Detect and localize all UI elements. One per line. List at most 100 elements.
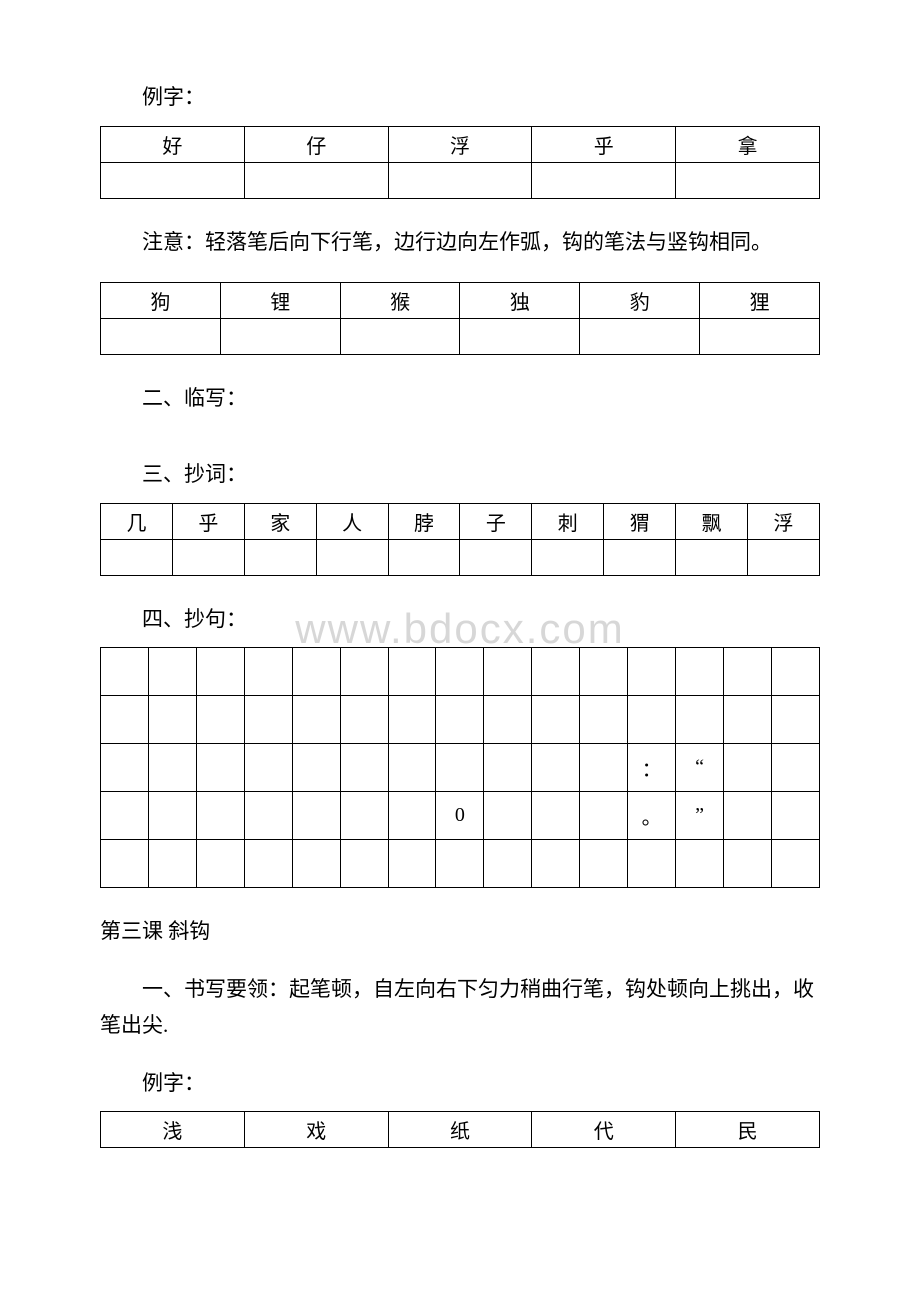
blank-cell	[340, 319, 460, 355]
blank-cell	[676, 539, 748, 575]
blank-cell	[220, 319, 340, 355]
grid-cell	[723, 744, 771, 792]
grid-cell	[148, 792, 196, 840]
cell: 代	[532, 1112, 676, 1148]
blank-cell	[676, 162, 820, 198]
grid-cell	[436, 744, 484, 792]
grid-cell	[723, 840, 771, 888]
grid-cell	[292, 744, 340, 792]
grid-cell	[723, 792, 771, 840]
copy-sentence-grid: ：“0。”	[100, 647, 820, 888]
blank-cell	[172, 539, 244, 575]
example-table-1: 好 仔 浮 乎 拿	[100, 126, 820, 199]
blank-cell	[101, 162, 245, 198]
grid-cell	[244, 696, 292, 744]
lizi-label-2: 例字：	[100, 1066, 820, 1102]
cell: 乎	[172, 503, 244, 539]
grid-cell	[196, 696, 244, 744]
grid-cell	[388, 648, 436, 696]
cell: 好	[101, 126, 245, 162]
cell: 仔	[244, 126, 388, 162]
cell: 几	[101, 503, 173, 539]
grid-cell	[723, 696, 771, 744]
grid-cell	[532, 792, 580, 840]
grid-cell	[484, 648, 532, 696]
grid-cell	[628, 648, 676, 696]
cell: 子	[460, 503, 532, 539]
blank-cell	[101, 539, 173, 575]
grid-cell	[244, 840, 292, 888]
blank-cell	[244, 162, 388, 198]
grid-cell	[340, 792, 388, 840]
grid-cell	[101, 744, 149, 792]
grid-cell	[532, 648, 580, 696]
grid-cell	[580, 744, 628, 792]
grid-cell	[101, 840, 149, 888]
cell: 狗	[101, 283, 221, 319]
grid-cell	[340, 648, 388, 696]
grid-cell	[580, 840, 628, 888]
grid-cell	[771, 744, 819, 792]
grid-cell	[196, 648, 244, 696]
grid-cell	[580, 648, 628, 696]
grid-cell	[532, 840, 580, 888]
grid-cell: ：	[628, 744, 676, 792]
blank-cell	[388, 162, 532, 198]
cell: 狸	[700, 283, 820, 319]
grid-cell	[628, 840, 676, 888]
blank-cell	[700, 319, 820, 355]
blank-cell	[748, 539, 820, 575]
cell: 浅	[101, 1112, 245, 1148]
cell: 飘	[676, 503, 748, 539]
cell: 浮	[748, 503, 820, 539]
grid-cell	[676, 696, 724, 744]
blank-cell	[101, 319, 221, 355]
grid-cell	[244, 792, 292, 840]
grid-cell	[484, 840, 532, 888]
cell: 刺	[532, 503, 604, 539]
grid-cell	[532, 744, 580, 792]
grid-cell	[436, 696, 484, 744]
grid-cell	[771, 840, 819, 888]
grid-cell	[292, 792, 340, 840]
grid-cell	[148, 696, 196, 744]
blank-cell	[604, 539, 676, 575]
grid-cell	[388, 696, 436, 744]
cell: 拿	[676, 126, 820, 162]
blank-cell	[316, 539, 388, 575]
grid-cell	[484, 744, 532, 792]
grid-cell	[484, 696, 532, 744]
cell: 豹	[580, 283, 700, 319]
grid-cell	[196, 792, 244, 840]
grid-cell	[101, 648, 149, 696]
grid-cell	[580, 696, 628, 744]
section2-heading: 二、临写：	[100, 381, 820, 417]
grid-cell	[196, 744, 244, 792]
grid-cell	[292, 840, 340, 888]
cell: 民	[676, 1112, 820, 1148]
grid-cell: “	[676, 744, 724, 792]
grid-cell	[771, 696, 819, 744]
grid-cell: 0	[436, 792, 484, 840]
grid-cell	[580, 792, 628, 840]
cell: 人	[316, 503, 388, 539]
blank-cell	[580, 319, 700, 355]
lesson3-title: 第三课 斜钩	[100, 914, 820, 950]
grid-cell	[101, 792, 149, 840]
grid-cell	[628, 696, 676, 744]
blank-cell	[460, 539, 532, 575]
grid-cell	[388, 792, 436, 840]
grid-cell	[340, 696, 388, 744]
grid-cell	[723, 648, 771, 696]
grid-cell	[436, 648, 484, 696]
grid-cell	[340, 840, 388, 888]
note-text: 注意：轻落笔后向下行笔，边行边向左作弧，钩的笔法与竖钩相同。	[100, 225, 820, 261]
grid-cell	[676, 840, 724, 888]
lesson3-point1: 一、书写要领：起笔顿，自左向右下匀力稍曲行笔，钩处顿向上挑出，收笔出尖.	[100, 972, 820, 1043]
grid-cell	[436, 840, 484, 888]
grid-cell	[771, 648, 819, 696]
cell: 猬	[604, 503, 676, 539]
copy-word-table: 几 乎 家 人 脖 子 刺 猬 飘 浮	[100, 503, 820, 576]
grid-cell	[196, 840, 244, 888]
cell: 独	[460, 283, 580, 319]
